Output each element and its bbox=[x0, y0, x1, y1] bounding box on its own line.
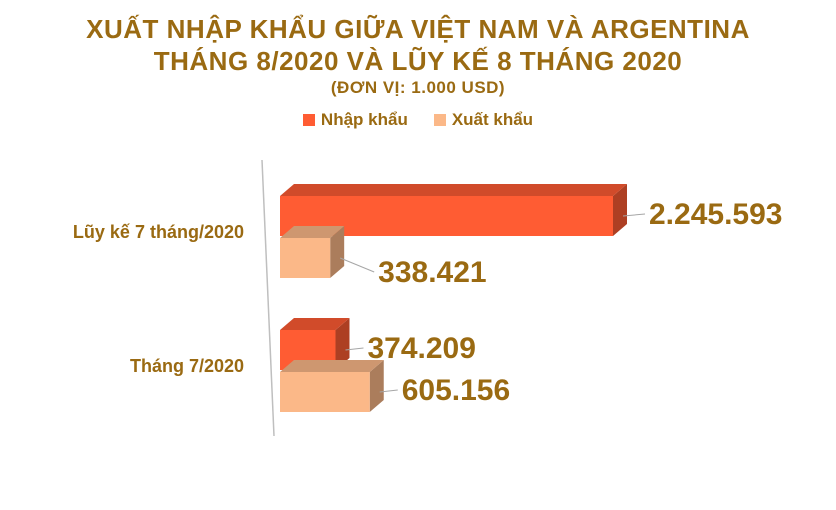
chart-title-line-2: THÁNG 8/2020 VÀ LŨY KẾ 8 THÁNG 2020 bbox=[153, 46, 683, 76]
data-label-exports-month: 605.156 bbox=[402, 374, 510, 407]
bar-exports-cumulative bbox=[280, 238, 331, 278]
legend-item-imports: Nhập khẩu bbox=[302, 110, 408, 130]
data-label-imports-cumulative: 2.245.593 bbox=[649, 198, 782, 231]
leader-line-exports-cumulative bbox=[339, 257, 375, 273]
chart-title-line-1: XUẤT NHẬP KHẨU GIỮA VIỆT NAM VÀ ARGENTIN… bbox=[86, 14, 750, 44]
bar-top-imports-month bbox=[280, 318, 350, 330]
data-label-exports-cumulative: 338.421 bbox=[378, 256, 486, 289]
category-label-0: Lũy kế 7 tháng/2020 bbox=[73, 222, 244, 242]
legend-label-imports: Nhập khẩu bbox=[320, 110, 408, 129]
category-label-1: Tháng 7/2020 bbox=[130, 356, 244, 376]
chart-unit-subtitle: (ĐƠN VỊ: 1.000 USD) bbox=[330, 78, 506, 97]
chart-legend: Nhập khẩu Xuất khẩu bbox=[0, 110, 836, 130]
bar-side-imports-month bbox=[335, 318, 350, 370]
bar-exports-month bbox=[280, 372, 370, 412]
category-axis-line bbox=[261, 159, 275, 437]
legend-swatch-imports bbox=[302, 114, 315, 126]
bar-top-exports-month bbox=[280, 360, 384, 372]
leader-line-imports-month bbox=[345, 347, 364, 351]
data-label-imports-month: 374.209 bbox=[367, 332, 475, 365]
leader-line-exports-month bbox=[379, 389, 398, 393]
leader-line-imports-cumulative bbox=[622, 213, 646, 217]
bar-side-exports-cumulative bbox=[330, 226, 345, 278]
bar-side-imports-cumulative bbox=[613, 184, 627, 236]
bar-top-imports-cumulative bbox=[280, 184, 627, 196]
legend-swatch-exports bbox=[433, 114, 446, 126]
bar-side-exports-month bbox=[369, 360, 384, 412]
legend-label-exports: Xuất khẩu bbox=[451, 110, 534, 129]
bar-top-exports-cumulative bbox=[280, 226, 345, 238]
legend-item-exports: Xuất khẩu bbox=[433, 110, 534, 130]
